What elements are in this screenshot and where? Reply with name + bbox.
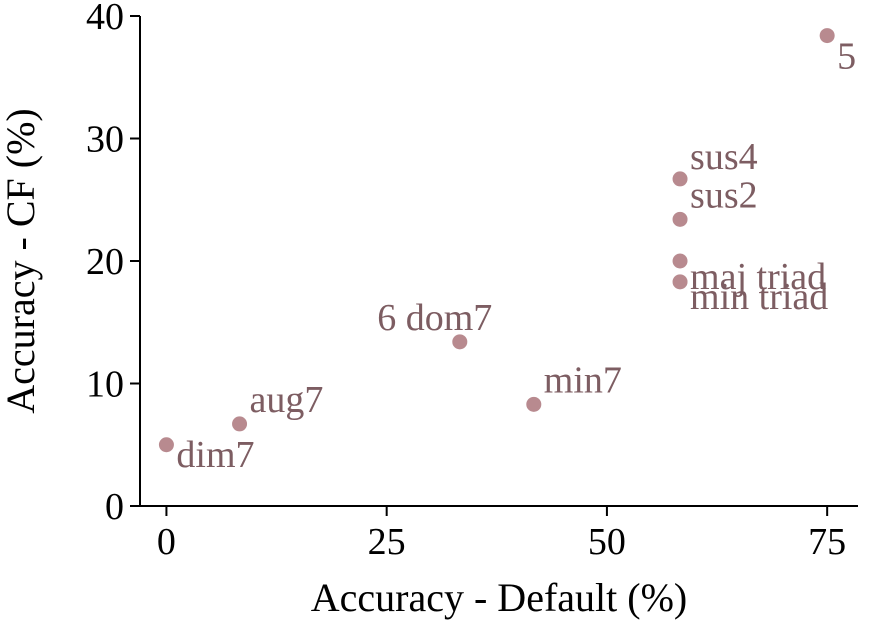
data-point	[819, 28, 835, 44]
point-label: min triad	[690, 276, 828, 318]
point-label: aug7	[250, 379, 324, 421]
x-axis-label: Accuracy - Default (%)	[311, 575, 687, 620]
point-label: sus2	[690, 174, 758, 216]
x-axis: 0 25 50 75	[140, 505, 858, 563]
data-point	[672, 171, 688, 187]
data-point	[672, 253, 688, 269]
y-tick-label: 20	[86, 241, 124, 283]
data-point	[158, 437, 174, 453]
data-point	[672, 274, 688, 290]
y-tick-label: 40	[86, 0, 124, 38]
data-points	[158, 28, 835, 453]
point-label: dim7	[176, 434, 254, 476]
y-ticks: 0 10 20 30 40	[86, 0, 140, 528]
x-tick-label: 0	[157, 521, 176, 563]
x-ticks: 0 25 50 75	[157, 506, 846, 563]
y-axis: 0 10 20 30 40	[86, 0, 141, 528]
point-label: 6 dom7	[377, 297, 492, 339]
data-point	[672, 211, 688, 227]
x-tick-label: 25	[368, 521, 406, 563]
point-label: min7	[544, 359, 622, 401]
data-point	[452, 334, 468, 350]
x-tick-label: 75	[808, 521, 846, 563]
point-label: sus4	[690, 136, 758, 178]
data-point	[526, 396, 542, 412]
y-axis-label: Accuracy - CF (%)	[0, 108, 43, 413]
y-tick-label: 10	[86, 364, 124, 406]
y-tick-label: 30	[86, 119, 124, 161]
y-tick-label: 0	[105, 486, 124, 528]
point-label: maj triad	[690, 256, 826, 298]
x-tick-label: 50	[588, 521, 626, 563]
point-label: 5	[837, 36, 856, 78]
data-point	[232, 416, 248, 432]
